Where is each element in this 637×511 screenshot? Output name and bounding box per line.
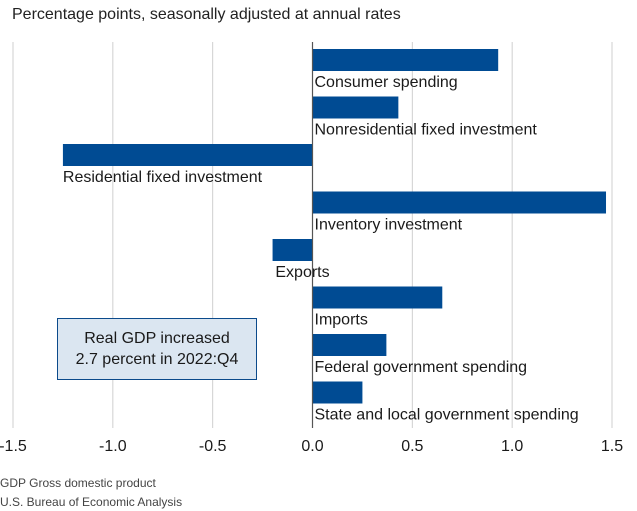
bar-label: Inventory investment [315, 217, 463, 234]
x-axis-ticks: -1.5 -1.0 -0.5 0.0 0.5 1.0 1.5 [0, 42, 623, 455]
bar [312, 49, 499, 71]
bar-label: Consumer spending [315, 74, 458, 91]
bar-label: Federal government spending [315, 359, 528, 376]
bar-label: Imports [315, 312, 368, 329]
chart-subtitle: Percentage points, seasonally adjusted a… [12, 6, 401, 23]
bar [312, 96, 399, 119]
bar-label: Residential fixed investment [63, 169, 263, 186]
x-tick-label: 1.0 [501, 438, 523, 455]
x-tick-label: -1.5 [0, 438, 27, 455]
x-tick-label: 1.5 [601, 438, 623, 455]
bar-labels: Consumer spending Nonresidential fixed in… [63, 74, 579, 424]
x-tick-label: -0.5 [199, 438, 227, 455]
bar [62, 144, 313, 166]
x-tick-label: 0.0 [301, 438, 323, 455]
footnote-definition: GDP Gross domestic product [0, 476, 156, 490]
bar [312, 334, 387, 356]
annotation-line-1: Real GDP increased [84, 330, 230, 347]
bar-label: Nonresidential fixed investment [315, 122, 538, 139]
annotation-line-2: 2.7 percent in 2022:Q4 [75, 351, 239, 368]
bar-label: Exports [275, 264, 329, 281]
bar [312, 381, 363, 404]
bar-label: State and local government spending [315, 407, 579, 424]
bar [272, 239, 313, 261]
chart-area: Consumer spending Nonresidential fixed in… [0, 42, 623, 455]
bar [312, 191, 607, 214]
footnote-source: U.S. Bureau of Economic Analysis [0, 495, 183, 509]
annotation-box: Real GDP increased 2.7 percent in 2022:Q… [57, 318, 257, 380]
bar [312, 286, 443, 309]
x-tick-label: 0.5 [401, 438, 423, 455]
x-tick-label: -1.0 [99, 438, 127, 455]
bars [62, 49, 607, 404]
